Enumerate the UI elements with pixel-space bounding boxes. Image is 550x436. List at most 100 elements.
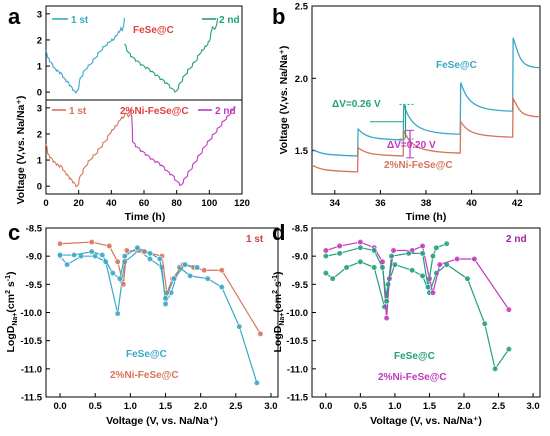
d-series-1-point [322, 269, 329, 277]
c-ytick-label: -10.5 [20, 336, 42, 347]
c-series-3-point [134, 244, 141, 251]
d-series-2-point [453, 255, 461, 263]
a-top-ytick-label: 0 [37, 88, 42, 99]
c-series-3-point [146, 250, 154, 257]
panel-b-ylabel: Voltage (V,vs. Na/Na⁺) [278, 46, 290, 155]
b-dv1-label: ΔV=0.26 V [332, 99, 381, 110]
c-xtick-label: 2.5 [229, 401, 243, 412]
c-series-2-point [120, 281, 127, 288]
panel-a: a 0 1 2 3 0 1 2 3 0 20 40 60 80 100 120 Time (h) Vol… [8, 4, 250, 223]
b-label-ni: 2%Ni-FeSe@C [384, 160, 453, 171]
a-xtick-label: 60 [139, 198, 150, 209]
c-series-2-point [88, 238, 95, 246]
a-bot-ytick-label: 2 [37, 129, 42, 140]
d-xtick-label: 1.0 [388, 401, 401, 412]
b-series-2 [311, 96, 541, 173]
c-series-2-point [201, 267, 208, 274]
b-ytick-label: 2.5 [295, 2, 309, 13]
panel-c-ylabel: LogDNa+(cm2 s-1) [5, 272, 19, 353]
d-series-3-point [357, 244, 364, 251]
c-series-2-point [257, 330, 264, 338]
panel-d: d 0.0 0.5 1.0 1.5 2.0 2.5 3.0 -8.5 -9.0 -9.5 -10.0… [272, 220, 541, 427]
b-xtick-label: 36 [375, 198, 386, 209]
c-series-1-point [187, 272, 194, 279]
b-xtick-label: 40 [466, 198, 477, 209]
panel-d-ylabel: LogDNa+(cm2 s-1) [272, 272, 286, 353]
c-series-2-point [56, 240, 64, 247]
d-series-2-point [336, 242, 343, 250]
c-ytick-label: -9.0 [26, 252, 42, 263]
d-ytick-label: -10.5 [286, 336, 308, 347]
c-series-2-point [106, 242, 113, 250]
d-series-3-point [371, 247, 378, 254]
a-top-series-2 [123, 17, 219, 93]
a-top-legend-1: 1 st [71, 15, 89, 26]
c-xtick-label: 1.5 [159, 401, 173, 412]
d-legend-fesec: FeSe@C [394, 351, 435, 362]
c-series-1-point [236, 323, 243, 330]
c-ytick-label: -11.0 [21, 364, 42, 375]
d-ytick-label: -9.0 [292, 252, 308, 263]
a-bot-legend-2: 2 nd [215, 106, 236, 117]
d-series-3-point [379, 264, 386, 271]
c-series-3-point [99, 251, 106, 259]
d-series-3-point [424, 284, 432, 291]
c-series-3-point [182, 261, 189, 268]
c-ytick-label: -8.5 [26, 224, 43, 235]
c-series-1-point [146, 255, 154, 263]
d-ytick-label: -11.0 [287, 364, 308, 375]
b-label-fesec: FeSe@C [436, 60, 477, 71]
c-series-3-point [156, 255, 163, 263]
d-series-2-point [419, 242, 426, 250]
c-xtick-label: 3.0 [264, 401, 277, 412]
a-top-ytick-label: 1 [37, 62, 43, 73]
d-ytick-label: -11.5 [287, 393, 309, 404]
a-bot-ytick-label: 3 [37, 103, 42, 114]
a-xtick-label: 100 [201, 198, 217, 209]
d-series-2-point [357, 238, 364, 246]
c-series-1-point [218, 284, 225, 291]
a-bot-ytick-label: 0 [37, 182, 42, 193]
a-top-legend-2: 2 nd [219, 15, 240, 26]
d-series-1-point [464, 275, 471, 282]
c-xtick-label: 2.0 [194, 401, 207, 412]
panel-b: b 34 36 38 40 42 1.5 2.0 2.5 Time (h) Voltage (… [272, 2, 541, 223]
d-series-2-point [429, 289, 437, 296]
d-series-3-point [433, 244, 440, 251]
d-series-3-point [443, 240, 450, 247]
c-series-3-point [162, 295, 169, 302]
panel-c-xlabel: Voltage (V, vs. Na/Na⁺) [106, 415, 218, 427]
d-series-3-point [336, 250, 343, 257]
panel-c: c 0.0 0.5 1.0 1.5 2.0 2.5 3.0 -8.5 -9.0 -9.5 -10.0… [5, 220, 279, 427]
a-bot-legend-1: 1 st [69, 106, 87, 117]
d-xtick-label: 1.5 [423, 401, 437, 412]
d-series-2-point [383, 315, 390, 322]
c-series-3-point [56, 251, 64, 259]
c-series-3-point [170, 275, 178, 282]
d-series-1-point [343, 264, 350, 271]
d-series-3-point [419, 250, 426, 257]
d-series-3-point [322, 253, 329, 260]
a-top-sample-label: FeSe@C [133, 25, 174, 36]
d-xtick-label: 2.5 [492, 401, 506, 412]
d-series-2-point [505, 306, 513, 313]
panel-a-xlabel: Time (h) [125, 211, 166, 223]
panel-letter-a: a [8, 4, 21, 29]
panel-a-ylabel: Voltage (V,vs. Na/Na⁺) [15, 96, 27, 205]
d-xtick-label: 3.0 [526, 401, 539, 412]
d-series-2 [325, 241, 510, 319]
c-ytick-label: -10.0 [20, 308, 42, 319]
d-series-1-point [419, 272, 426, 279]
d-legend-ni: 2%Ni-FeSe@C [378, 372, 447, 383]
c-series-3-point [121, 253, 128, 260]
c-series-2-point [123, 247, 130, 254]
c-xtick-label: 1.0 [124, 401, 137, 412]
d-ytick-label: -10.0 [286, 308, 308, 319]
a-bot-sample-label: 2%Ni-FeSe@C [120, 106, 189, 117]
panel-d-xlabel: Voltage (V, vs. Na/Na⁺) [370, 415, 482, 427]
c-series-2-point [114, 258, 121, 265]
c-legend-fesec: FeSe@C [126, 349, 167, 360]
a-top-ytick-label: 3 [37, 9, 42, 20]
b-xtick-label: 34 [330, 198, 341, 209]
